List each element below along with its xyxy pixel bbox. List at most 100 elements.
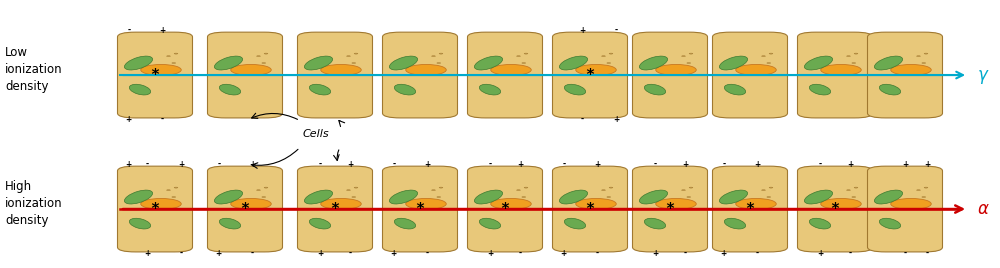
FancyBboxPatch shape [468,32,542,118]
Circle shape [924,187,928,188]
Ellipse shape [804,190,833,204]
Text: -: - [722,160,725,169]
Text: +: + [847,160,853,169]
FancyBboxPatch shape [382,166,458,252]
Text: +: + [613,115,619,124]
Circle shape [522,62,526,64]
Text: -: - [683,249,687,258]
Ellipse shape [124,56,153,70]
Text: +: + [487,249,493,258]
Text: -: - [392,160,395,169]
FancyBboxPatch shape [118,166,192,252]
Ellipse shape [129,84,151,95]
Circle shape [522,196,526,198]
Text: -: - [318,160,322,169]
Text: *: * [830,202,840,217]
Circle shape [174,53,178,54]
Circle shape [922,62,926,64]
Circle shape [167,190,170,191]
FancyBboxPatch shape [208,32,283,118]
Text: Cells: Cells [303,129,330,139]
Ellipse shape [804,56,833,70]
Ellipse shape [304,56,333,70]
FancyBboxPatch shape [633,166,708,252]
Circle shape [687,196,691,198]
Ellipse shape [219,218,241,229]
Ellipse shape [394,218,416,229]
Ellipse shape [809,218,831,229]
Circle shape [167,56,170,57]
Circle shape [517,190,520,191]
Circle shape [406,65,446,75]
Ellipse shape [394,84,416,95]
FancyBboxPatch shape [798,166,872,252]
Circle shape [847,190,850,191]
Text: γ: γ [978,66,988,84]
Text: -: - [818,160,822,169]
Circle shape [262,196,266,198]
Circle shape [656,199,696,209]
Text: *: * [150,68,160,83]
FancyBboxPatch shape [868,166,942,252]
Text: +: + [579,26,586,35]
Circle shape [689,53,693,54]
Text: *: * [745,202,755,217]
Circle shape [847,56,850,57]
Circle shape [174,187,178,188]
Ellipse shape [719,56,748,70]
Circle shape [891,65,931,75]
Ellipse shape [309,218,331,229]
Circle shape [352,62,356,64]
Text: +: + [721,249,727,258]
Text: -: - [615,26,618,35]
Circle shape [854,187,858,188]
Ellipse shape [479,84,501,95]
Circle shape [607,196,611,198]
Ellipse shape [644,218,666,229]
Circle shape [821,199,861,209]
Ellipse shape [129,218,151,229]
Circle shape [347,190,350,191]
Ellipse shape [644,84,666,95]
Circle shape [439,187,443,188]
Ellipse shape [214,190,243,204]
Circle shape [517,56,520,57]
Circle shape [852,196,856,198]
Circle shape [437,62,441,64]
Circle shape [231,65,271,75]
Circle shape [576,199,616,209]
Ellipse shape [124,190,153,204]
Text: *: * [415,202,425,217]
FancyBboxPatch shape [208,166,283,252]
Circle shape [576,65,616,75]
Text: -: - [903,249,907,258]
Ellipse shape [214,56,243,70]
Text: +: + [347,160,353,169]
Circle shape [264,187,268,188]
Text: +: + [424,160,431,169]
Text: +: + [682,160,688,169]
FancyBboxPatch shape [468,166,542,252]
Circle shape [141,65,181,75]
Text: +: + [517,160,523,169]
Ellipse shape [309,84,331,95]
Text: +: + [317,249,323,258]
Text: -: - [518,249,522,258]
FancyBboxPatch shape [868,32,942,118]
Ellipse shape [564,218,586,229]
Text: -: - [127,26,130,35]
Circle shape [602,56,605,57]
Ellipse shape [389,56,418,70]
Circle shape [439,53,443,54]
Text: *: * [150,202,160,217]
Text: -: - [488,160,492,169]
Ellipse shape [879,84,901,95]
Text: *: * [665,202,675,217]
Ellipse shape [724,218,746,229]
Circle shape [432,190,435,191]
Text: -: - [848,249,852,258]
FancyBboxPatch shape [633,32,708,118]
Ellipse shape [724,84,746,95]
Text: +: + [902,160,908,169]
Circle shape [437,196,441,198]
